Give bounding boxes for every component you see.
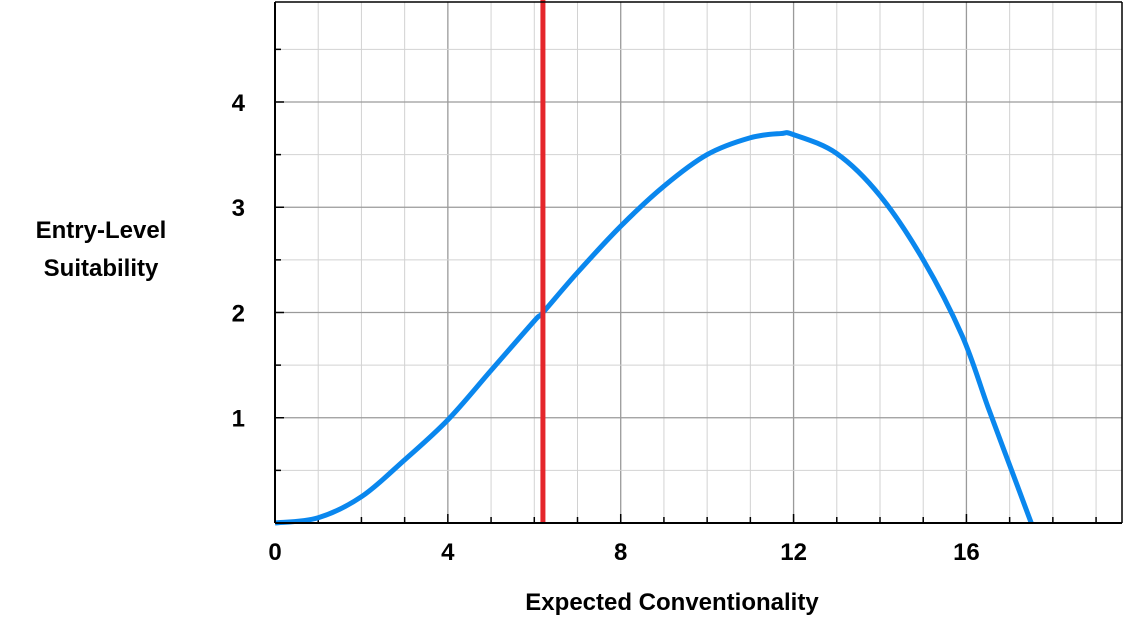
x-tick-label: 8 [614,539,627,566]
axis-ticks [275,48,1097,523]
x-axis-title: Expected Conventionality [525,589,819,616]
x-tick-label: 4 [441,539,455,566]
plot-frame [274,1,1123,524]
grid [275,2,1122,523]
y-tick-label: 2 [232,300,245,327]
y-axis-title-line-1: Entry-Level [36,217,167,244]
x-tick-label: 0 [268,539,281,566]
series-curve [274,130,1034,526]
y-axis-title-line-2: Suitability [44,255,159,282]
y-tick-label: 4 [232,90,246,117]
y-tick-label: 1 [232,406,245,433]
series-group [274,130,1034,526]
x-tick-label: 16 [953,539,980,566]
y-tick-label: 3 [232,195,245,222]
x-tick-label: 12 [780,539,807,566]
